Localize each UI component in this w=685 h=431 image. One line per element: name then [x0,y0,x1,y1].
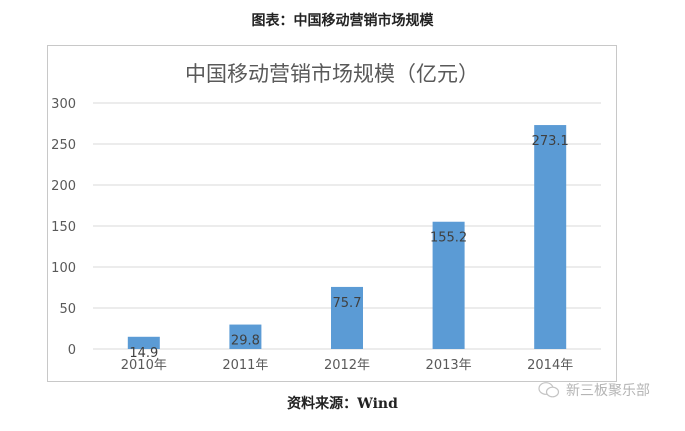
data-label: 14.9 [129,346,158,361]
x-tick-label: 2011年 [222,358,268,373]
x-tick-label: 2013年 [426,358,472,373]
data-label: 155.2 [430,231,467,246]
y-tick-label: 0 [68,343,76,358]
bar [534,125,567,349]
source-note: 资料来源：Wind [287,396,398,412]
figure-title: 图表：中国移动营销市场规模 [251,13,434,29]
watermark-text: 新三板聚乐部 [566,383,650,399]
bar [127,336,160,349]
data-label: 29.8 [231,334,260,349]
x-tick-label: 2010年 [121,358,167,373]
y-tick-label: 300 [51,97,76,112]
y-tick-label: 250 [51,138,76,153]
x-tick-label: 2012年 [324,358,370,373]
bar [432,221,465,349]
chart-title: 中国移动营销市场规模（亿元） [185,62,479,86]
data-label: 273.1 [532,134,569,149]
chat-bubble-icon [538,382,560,398]
y-tick-label: 50 [59,302,76,317]
y-tick-label: 150 [51,220,76,235]
bar [331,286,363,349]
data-label: 75.7 [333,296,362,311]
y-tick-label: 200 [51,179,76,194]
y-tick-label: 100 [51,261,76,276]
watermark: 新三板聚乐部 [538,380,650,400]
x-tick-label: 2014年 [527,358,573,373]
bar [229,324,262,349]
chart-container: 中国移动营销市场规模（亿元） 0 50 100 150 200 250 300 14.9 201… [47,45,617,382]
